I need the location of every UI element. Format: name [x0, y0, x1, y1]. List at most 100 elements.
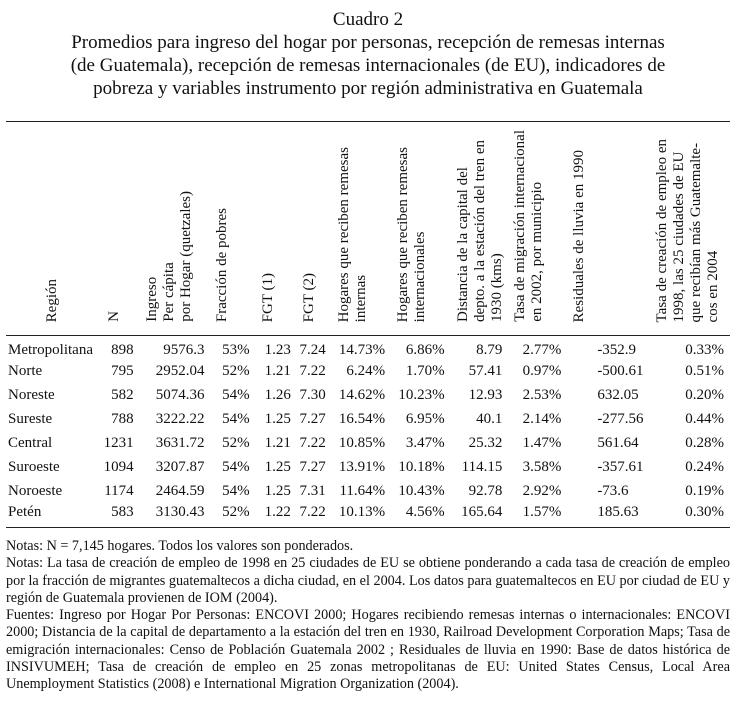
header-row: Región N Ingreso Per cápita por Hogar (que…	[6, 121, 730, 336]
value-cell: -352.9	[597, 342, 637, 359]
column-header: Tasa de creación de empleo en 1998, las …	[650, 122, 730, 336]
table-title-line: (de Guatemala), recepción de remesas int…	[70, 55, 666, 76]
region-cell: Suroeste	[8, 459, 60, 475]
table-row: Noroeste 1174 2464.59 54% 1.25 7.31 11.64% 10.4…	[6, 480, 730, 504]
column-header: FGT (2)	[297, 122, 332, 336]
value-cell: 25.32	[468, 435, 503, 451]
value-cell: 7.22	[299, 363, 326, 379]
value-cell: 1174	[104, 483, 134, 499]
value-cell: 6.95%	[405, 411, 445, 427]
column-header: Distancia de la capital del depto. a la …	[451, 122, 509, 336]
value-cell: 1231	[103, 435, 134, 451]
table-row: Sureste 788 3222.22 54% 1.25 7.27 16.54% 6.95% 4…	[6, 408, 730, 432]
value-cell: 7.27	[299, 411, 326, 427]
value-cell: 0.33%	[685, 342, 724, 359]
column-header: N	[102, 122, 140, 336]
value-cell: 9576.3	[163, 342, 205, 359]
note-paragraph: Fuentes: Ingreso por Hogar Por Personas:…	[6, 607, 730, 693]
value-cell: 2.77%	[522, 342, 562, 359]
table-row: Noreste 582 5074.36 54% 1.26 7.30 14.62% 10.23%…	[6, 384, 730, 408]
column-header: Región	[6, 122, 102, 336]
value-cell: 92.78	[468, 483, 503, 499]
value-cell: 12.93	[468, 387, 503, 403]
value-cell: 632.05	[597, 387, 639, 403]
value-cell: 582	[111, 387, 134, 403]
column-header: Residuales de lluvia en 1990	[567, 122, 649, 336]
value-cell: 795	[111, 363, 134, 379]
region-cell: Metropolitana	[8, 342, 93, 359]
value-cell: 0.30%	[685, 503, 724, 520]
value-cell: 1.25	[264, 411, 291, 427]
value-cell: 10.13%	[338, 503, 386, 520]
value-cell: 1.25	[264, 483, 291, 499]
value-cell: 1094	[103, 459, 134, 475]
value-cell: 57.41	[468, 363, 503, 379]
value-cell: 14.62%	[338, 387, 386, 403]
value-cell: 2.53%	[522, 387, 562, 403]
value-cell: 52%	[222, 503, 250, 520]
value-cell: 0.97%	[522, 363, 562, 379]
table-notes: Notas: N = 7,145 hogares. Todos los valo…	[6, 538, 730, 694]
value-cell: 1.23	[264, 342, 291, 359]
table-row: Petén 583 3130.43 52% 1.22 7.22 10.13% 4.56% 165…	[6, 504, 730, 528]
value-cell: 0.19%	[685, 483, 724, 499]
value-cell: -500.61	[597, 363, 644, 379]
value-cell: -73.6	[597, 483, 629, 499]
column-header-label: Región	[44, 278, 60, 322]
value-cell: 52%	[222, 363, 250, 379]
value-cell: 0.44%	[685, 411, 724, 427]
value-cell: 3130.43	[155, 503, 205, 520]
value-cell: 7.24	[299, 342, 326, 359]
column-header-label: Distancia de la capital del depto. a la …	[454, 139, 505, 322]
region-cell: Norte	[8, 363, 43, 379]
value-cell: 3631.72	[155, 435, 205, 451]
column-header-label: Residuales de lluvia en 1990	[571, 149, 588, 322]
value-cell: 13.91%	[338, 459, 386, 475]
value-cell: 2.14%	[522, 411, 562, 427]
value-cell: 54%	[222, 459, 250, 475]
value-cell: 1.22	[264, 503, 291, 520]
value-cell: 7.22	[299, 435, 326, 451]
column-header-label: Hogares que reciben remesas internas	[335, 146, 369, 322]
value-cell: 7.30	[299, 387, 326, 403]
table-number: Cuadro 2	[332, 9, 404, 30]
value-cell: 6.24%	[346, 363, 386, 379]
value-cell: 0.28%	[685, 435, 724, 451]
value-cell: 165.64	[461, 503, 503, 520]
column-header: Hogares que reciben remesas internaciona…	[391, 122, 450, 336]
column-header-label: FGT (1)	[259, 272, 276, 322]
column-header-label: Tasa de migración internacional en 2002,…	[512, 130, 546, 322]
value-cell: 3.58%	[522, 459, 562, 475]
value-cell: 10.43%	[398, 483, 445, 499]
value-cell: 14.73%	[338, 342, 386, 359]
value-cell: 1.70%	[405, 363, 445, 379]
value-cell: 114.15	[461, 459, 503, 475]
column-header-label: Hogares que reciben remesas internaciona…	[395, 146, 429, 322]
value-cell: -357.61	[597, 459, 644, 475]
table-row: Central 1231 3631.72 52% 1.21 7.22 10.85% 3.47%…	[6, 432, 730, 456]
value-cell: 7.22	[299, 503, 326, 520]
column-header-label: Fracción de pobres	[214, 207, 231, 322]
value-cell: 0.24%	[685, 459, 724, 475]
value-cell: 1.26	[264, 387, 291, 403]
column-header-label: Tasa de creación de empleo en 1998, las …	[653, 138, 721, 322]
value-cell: 54%	[222, 387, 250, 403]
value-cell: 0.20%	[685, 387, 724, 403]
value-cell: 40.1	[476, 411, 503, 427]
value-cell: 3.47%	[405, 435, 445, 451]
value-cell: 4.56%	[405, 503, 445, 520]
value-cell: 3207.87	[155, 459, 205, 475]
value-cell: 5074.36	[155, 387, 205, 403]
column-header: Ingreso Per cápita por Hogar (quetzales)	[140, 122, 211, 336]
value-cell: 7.27	[299, 459, 326, 475]
column-header: Tasa de migración internacional en 2002,…	[508, 122, 567, 336]
value-cell: 3222.22	[155, 411, 205, 427]
value-cell: 185.63	[597, 503, 639, 520]
value-cell: 7.31	[299, 483, 326, 499]
note-paragraph: Notas: La tasa de creación de empleo de …	[6, 555, 730, 606]
value-cell: 10.23%	[398, 387, 445, 403]
value-cell: 788	[111, 411, 134, 427]
table-title-line: Promedios para ingreso del hogar por per…	[71, 32, 665, 53]
value-cell: 1.57%	[522, 503, 562, 520]
region-cell: Noreste	[8, 387, 55, 403]
